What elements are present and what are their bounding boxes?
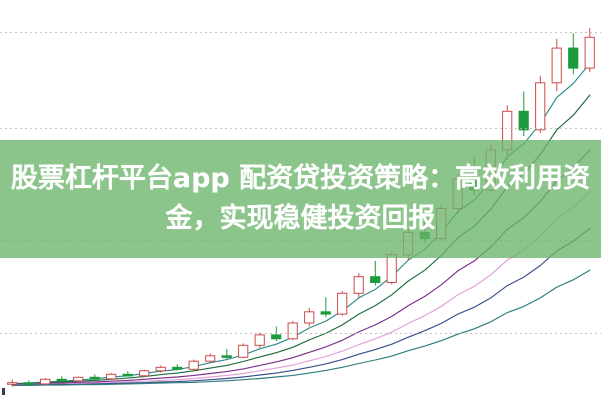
candle-body-up [287,322,298,340]
candle-body-up [584,36,595,69]
candle-body-up [254,334,265,346]
candle-body-down [221,355,232,358]
candle-body-up [238,344,249,358]
candle-body-up [139,370,150,377]
candle-body-up [40,378,51,385]
ma-line-ma60 [11,227,591,386]
candle-body-down [172,366,183,370]
candle-body-down [56,378,67,382]
candle-body-down [370,276,381,284]
candle-body-down [122,373,133,377]
candle-body-up [386,254,397,283]
candle-body-up [535,82,546,131]
ma-line-ma120 [11,269,591,386]
candle-body-up [205,355,216,362]
candle-body-up [304,311,315,324]
candle-body-down [518,110,529,131]
gridline-4 [0,333,601,334]
corner-artifact [2,388,5,395]
candle-body-up [7,382,18,385]
gridline-1 [0,32,601,33]
candle-body-down [89,376,100,380]
candle-body-up [337,292,348,315]
candle-body-up [155,366,166,372]
candle-body-up [106,373,117,380]
banner-title: 股票杠杆平台app 配资贷投资策略：高效利用资金，实现稳健投资回报 [10,163,591,234]
candle-body-up [73,376,84,382]
candle-body-down [320,311,331,315]
candle-body-down [23,382,34,385]
ma-line-ma30 [11,191,591,386]
title-banner: 股票杠杆平台app 配资贷投资策略：高效利用资金，实现稳健投资回报 [0,140,601,258]
candle-body-up [353,276,364,294]
gridline-2 [0,128,601,129]
candle-body-down [271,334,282,340]
candle-body-up [188,360,199,370]
candle-body-down [568,47,579,69]
candle-body-up [551,47,562,84]
